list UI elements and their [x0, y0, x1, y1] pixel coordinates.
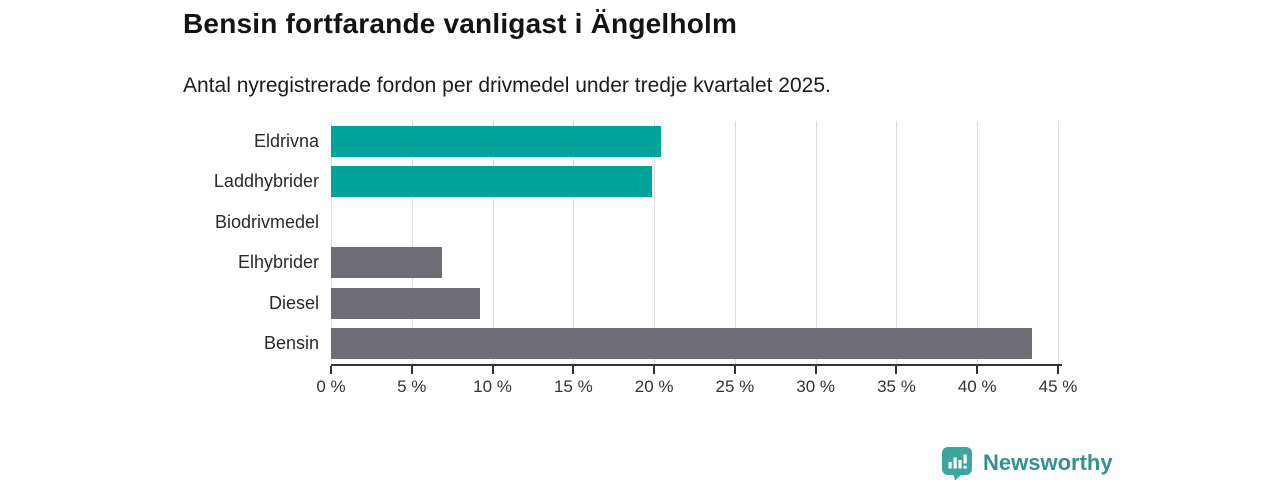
gridline: [815, 121, 817, 364]
axis-tick: [330, 366, 332, 374]
gridline: [331, 121, 332, 364]
gridline: [492, 121, 494, 364]
axis-tick-label: 40 %: [957, 377, 997, 396]
chart-subtitle: Antal nyregistrerade fordon per drivmede…: [183, 74, 831, 97]
gridline: [573, 121, 575, 364]
bar-laddhybrider: [331, 166, 653, 198]
category-label: Laddhybrider: [213, 171, 319, 192]
gridline: [734, 121, 736, 364]
category-label: Eldrivna: [253, 130, 319, 151]
x-axis-line: [331, 364, 1062, 366]
category-label: Diesel: [268, 292, 319, 313]
bar-eldrivna: [331, 125, 661, 157]
category-labels: Eldrivna Laddhybrider Biodrivmedel Elhybrid…: [0, 121, 319, 364]
bar-bensin: [331, 328, 1033, 360]
category-label: Biodrivmedel: [214, 211, 319, 232]
bar-elhybrider: [331, 247, 443, 279]
axis-tick: [1057, 366, 1059, 374]
gridline: [654, 121, 656, 364]
axis-tick: [491, 366, 494, 374]
brand-name: Newsworthy: [983, 449, 1113, 475]
axis-tick: [653, 366, 656, 374]
axis-tick-label: 25 %: [715, 377, 755, 396]
chart-title: Bensin fortfarande vanligast i Ängelholm: [183, 8, 738, 39]
axis-tick: [733, 366, 736, 374]
axis-tick-label: 20 %: [634, 377, 674, 396]
newsworthy-logo-icon: [942, 447, 972, 480]
gridline: [1058, 121, 1059, 364]
plot-area: [331, 121, 1059, 364]
axis-tick-label: 0 %: [316, 377, 346, 396]
axis-tick: [976, 366, 979, 374]
gridline: [411, 121, 413, 364]
axis-tick: [895, 366, 898, 374]
newsworthy-brand-link[interactable]: Newsworthy: [940, 445, 1113, 480]
axis-tick: [410, 366, 413, 374]
axis-tick-label: 30 %: [796, 377, 836, 396]
axis-tick-label: 10 %: [473, 377, 512, 396]
gridline: [896, 121, 898, 364]
axis-tick-label: 45 %: [1038, 377, 1078, 396]
axis-tick-label: 35 %: [877, 377, 916, 396]
axis-tick: [572, 366, 575, 374]
axis-tick-label: 5 %: [397, 377, 427, 396]
category-label: Elhybrider: [237, 252, 319, 273]
bar-diesel: [331, 287, 480, 319]
axis-tick-label: 15 %: [553, 377, 593, 396]
category-label: Bensin: [263, 333, 319, 354]
axis-tick: [814, 366, 817, 374]
gridline: [977, 121, 979, 364]
